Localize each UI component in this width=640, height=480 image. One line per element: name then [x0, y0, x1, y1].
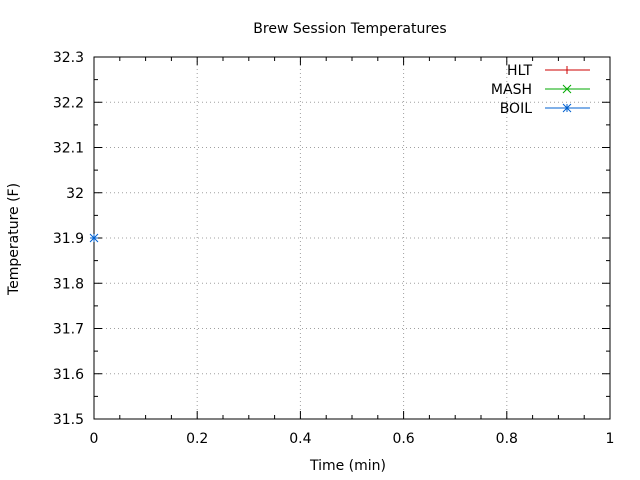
y-tick-label: 31.5 — [53, 412, 84, 428]
y-tick-label: 31.8 — [53, 276, 84, 292]
legend: HLT MASH BOIL — [491, 63, 590, 117]
y-tick-label: 32.2 — [53, 95, 84, 111]
data-point-boil — [89, 233, 99, 243]
x-tick-label: 0.8 — [496, 431, 518, 447]
y-tick-label: 31.9 — [53, 231, 84, 247]
legend-label-boil: BOIL — [500, 101, 533, 117]
y-tick-label: 31.6 — [53, 367, 84, 383]
y-tick-label: 32.1 — [53, 141, 84, 157]
data-points — [89, 233, 99, 243]
y-axis-label: Temperature (F) — [6, 183, 22, 296]
ticks — [93, 56, 611, 420]
legend-label-mash: MASH — [491, 82, 532, 98]
legend-label-hlt: HLT — [507, 63, 532, 79]
y-tick-label: 32 — [66, 186, 84, 202]
y-tick-labels: 31.5 31.6 31.7 31.8 31.9 32 32.1 32.2 32.3 — [53, 50, 84, 428]
x-tick-label: 0 — [90, 431, 99, 447]
grid — [94, 57, 610, 419]
y-tick-label: 31.7 — [53, 322, 84, 338]
legend-marker-mash — [562, 84, 572, 94]
x-axis-label: Time (min) — [309, 458, 386, 474]
x-tick-label: 1 — [606, 431, 615, 447]
legend-marker-boil — [562, 103, 572, 113]
y-tick-label: 32.3 — [53, 50, 84, 66]
x-tick-labels: 0 0.2 0.4 0.6 0.8 1 — [90, 431, 615, 447]
legend-marker-hlt — [563, 66, 571, 74]
chart-title: Brew Session Temperatures — [253, 21, 446, 37]
x-tick-label: 0.4 — [289, 431, 311, 447]
x-tick-label: 0.2 — [186, 431, 208, 447]
plot-frame — [93, 56, 611, 420]
x-tick-label: 0.6 — [392, 431, 414, 447]
